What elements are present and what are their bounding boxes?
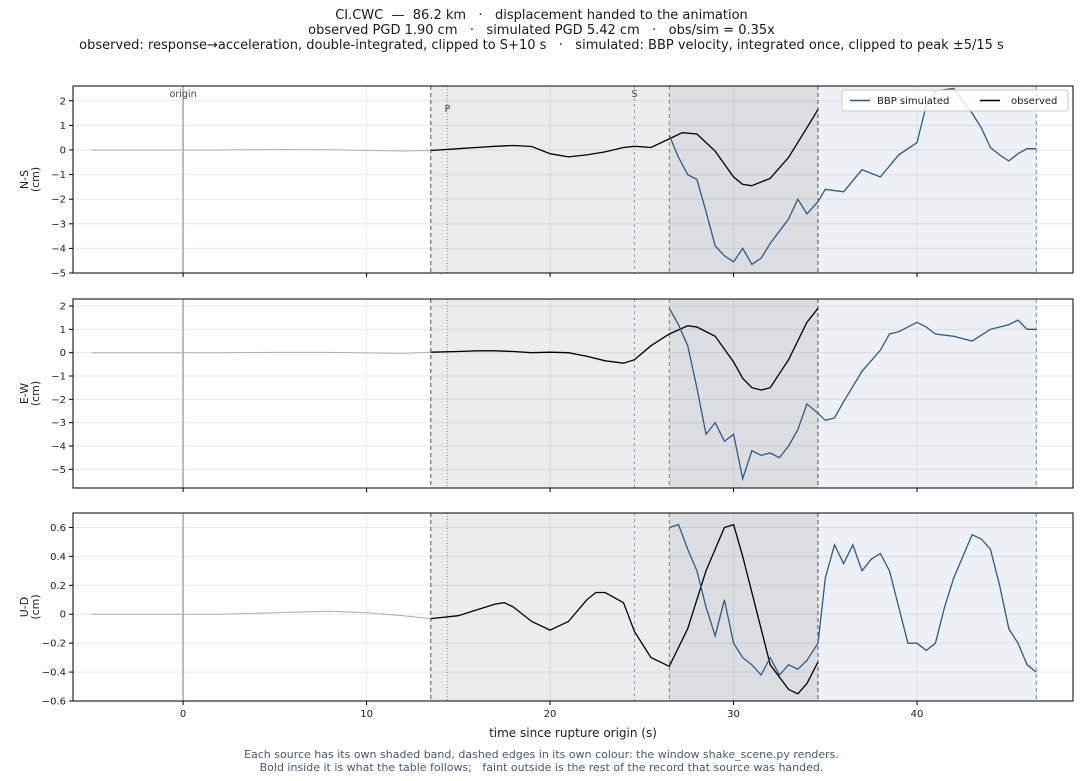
panel-u-d: 0.6 0.4 0.2 0 −0.2 −0.4 −0.6 U-D(cm) 0 10 20 30 40 ti… bbox=[18, 512, 1074, 740]
y-axis-label-line: (cm) bbox=[29, 167, 42, 192]
legend: BBP simulated observed bbox=[841, 89, 1069, 112]
y-tick-label: 0.6 bbox=[50, 523, 66, 534]
s-arrival-label: S bbox=[631, 89, 637, 100]
y-axis-label-line: U-D bbox=[18, 597, 31, 618]
observed-trace bbox=[430, 307, 819, 391]
x-tick-label: 30 bbox=[727, 709, 740, 720]
y-tick-label: 1 bbox=[60, 325, 66, 336]
y-tick-label: −4 bbox=[51, 442, 66, 453]
y-tick-label: −2 bbox=[51, 195, 66, 206]
y-tick-label: 0.2 bbox=[50, 581, 66, 592]
panel-e-w: 2 1 0 −1 −2 −3 −4 −5 E-W(cm) bbox=[18, 298, 1074, 492]
y-tick-label: 0 bbox=[60, 145, 66, 156]
observed-trace-faint bbox=[91, 610, 431, 620]
panel-n-s: 2 1 0 −1 −2 −3 −4 −5 N-S(cm) origin P S BBP simulate… bbox=[18, 85, 1074, 280]
y-tick-label: −0.4 bbox=[42, 668, 66, 679]
y-tick-label: −1 bbox=[51, 170, 66, 181]
observed-trace bbox=[430, 523, 819, 695]
y-axis-label-line: (cm) bbox=[29, 594, 42, 619]
plot-frame bbox=[72, 85, 1074, 274]
origin-label: origin bbox=[170, 89, 197, 100]
y-axis-label-line: N-S bbox=[18, 170, 31, 189]
x-tick-label: 40 bbox=[911, 709, 924, 720]
observed-trace-faint bbox=[91, 351, 431, 354]
overlap-window-band bbox=[669, 86, 818, 273]
chart-title-line-2: observed PGD 1.90 cm · simulated PGD 5.4… bbox=[308, 23, 775, 38]
y-tick-label: 0 bbox=[60, 610, 66, 621]
simulated-trace bbox=[668, 307, 1037, 482]
legend-box bbox=[841, 89, 1069, 112]
y-tick-label: −0.2 bbox=[42, 639, 66, 650]
y-tick-label: 0.4 bbox=[50, 552, 66, 563]
p-arrival-label: P bbox=[444, 104, 450, 115]
y-axis-label-line: E-W bbox=[18, 383, 31, 404]
x-tick-label: 0 bbox=[180, 709, 186, 720]
y-tick-label: −2 bbox=[51, 395, 66, 406]
observed-trace bbox=[430, 109, 819, 187]
plot-frame bbox=[72, 512, 1074, 702]
chart-title-line-1: CI.CWC — 86.2 km · displacement handed t… bbox=[335, 8, 748, 23]
y-tick-label: 1 bbox=[60, 121, 66, 132]
y-axis-label: U-D(cm) bbox=[18, 594, 42, 619]
y-tick-label: −3 bbox=[51, 418, 66, 429]
legend-label-observed: observed bbox=[1011, 96, 1057, 107]
y-tick-label: −5 bbox=[51, 465, 66, 476]
y-tick-label: −1 bbox=[51, 372, 66, 383]
y-axis-label: E-W(cm) bbox=[18, 381, 42, 406]
y-axis-label: N-S(cm) bbox=[18, 167, 42, 192]
observed-trace-faint bbox=[91, 148, 431, 152]
legend-label-simulated: BBP simulated bbox=[877, 96, 949, 107]
footnote-line-1: Each source has its own shaded band, das… bbox=[244, 748, 839, 761]
x-axis-label: time since rupture origin (s) bbox=[489, 726, 657, 740]
y-tick-label: 2 bbox=[60, 96, 66, 107]
y-tick-label: 0 bbox=[60, 348, 66, 359]
y-tick-label: −0.6 bbox=[42, 697, 66, 708]
y-tick-label: −5 bbox=[51, 269, 66, 280]
footnote-line-2: Bold inside it is what the table follows… bbox=[259, 761, 824, 774]
overlap-window-band bbox=[669, 299, 818, 488]
x-tick-label: 20 bbox=[544, 709, 557, 720]
y-tick-label: −4 bbox=[51, 244, 66, 255]
overlap-window-band bbox=[669, 513, 818, 701]
simulated-trace bbox=[669, 523, 1037, 677]
y-tick-label: 2 bbox=[60, 302, 66, 313]
y-tick-label: −3 bbox=[51, 219, 66, 230]
plot-frame bbox=[72, 298, 1074, 489]
x-tick-label: 10 bbox=[360, 709, 373, 720]
chart-title-line-3: observed: response→acceleration, double-… bbox=[79, 38, 1004, 53]
simulated-trace bbox=[668, 87, 1037, 266]
y-axis-label-line: (cm) bbox=[29, 381, 42, 406]
